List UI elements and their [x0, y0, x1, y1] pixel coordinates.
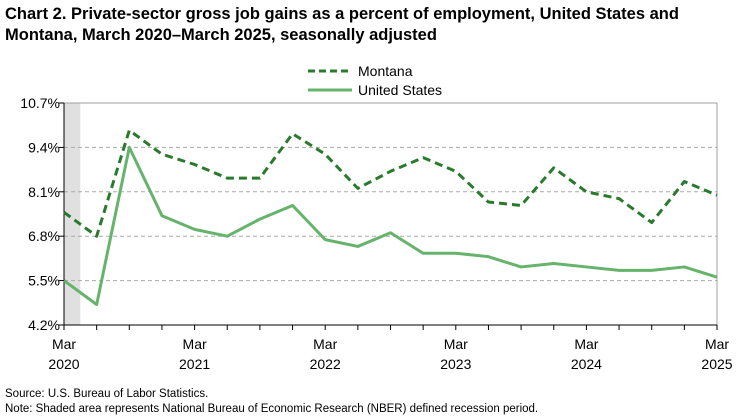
x-tick-label-year: 2024 [571, 356, 602, 372]
legend-label-us: United States [358, 81, 443, 98]
legend-swatch-us [308, 88, 352, 91]
x-tick-label-month: Mar [313, 336, 337, 352]
x-tick-label-month: Mar [183, 336, 207, 352]
y-tick-label: 5.5% [28, 273, 60, 289]
legend-item-us: United States [308, 80, 442, 99]
y-tick-label: 8.1% [28, 184, 60, 200]
x-tick-label-month: Mar [705, 336, 729, 352]
x-tick-label-month: Mar [574, 336, 598, 352]
legend: Montana United States [308, 61, 442, 99]
x-tick-label-year: 2020 [48, 356, 79, 372]
legend-swatch-montana [308, 69, 352, 72]
x-tick-label-year: 2021 [179, 356, 210, 372]
chart-title: Chart 2. Private-sector gross job gains … [5, 5, 679, 44]
y-tick-label: 4.2% [28, 317, 60, 333]
legend-label-montana: Montana [358, 62, 413, 79]
series-line-montana [63, 128, 718, 238]
y-tick-label: 9.4% [28, 139, 60, 155]
recession-shading [64, 103, 81, 325]
y-tick-label: 6.8% [28, 228, 60, 244]
x-tick-label-year: 2022 [310, 356, 341, 372]
x-tick-label-year: 2025 [701, 356, 732, 372]
shading-note: Note: Shaded area represents National Bu… [5, 403, 539, 415]
legend-item-montana: Montana [308, 61, 442, 80]
source-note: Source: U.S. Bureau of Labor Statistics. [5, 388, 209, 400]
y-tick-label: 10.7% [20, 95, 60, 111]
x-tick-label-year: 2023 [440, 356, 471, 372]
line-chart: 10.7% 9.4% 8.1% 6.8% 5.5% 4.2% Mar 2020 Mar 2021 M… [20, 95, 732, 372]
x-tick-label-month: Mar [444, 336, 468, 352]
x-tick-label-month: Mar [52, 336, 76, 352]
chart-notes: Source: U.S. Bureau of Labor Statistics.… [5, 387, 538, 417]
